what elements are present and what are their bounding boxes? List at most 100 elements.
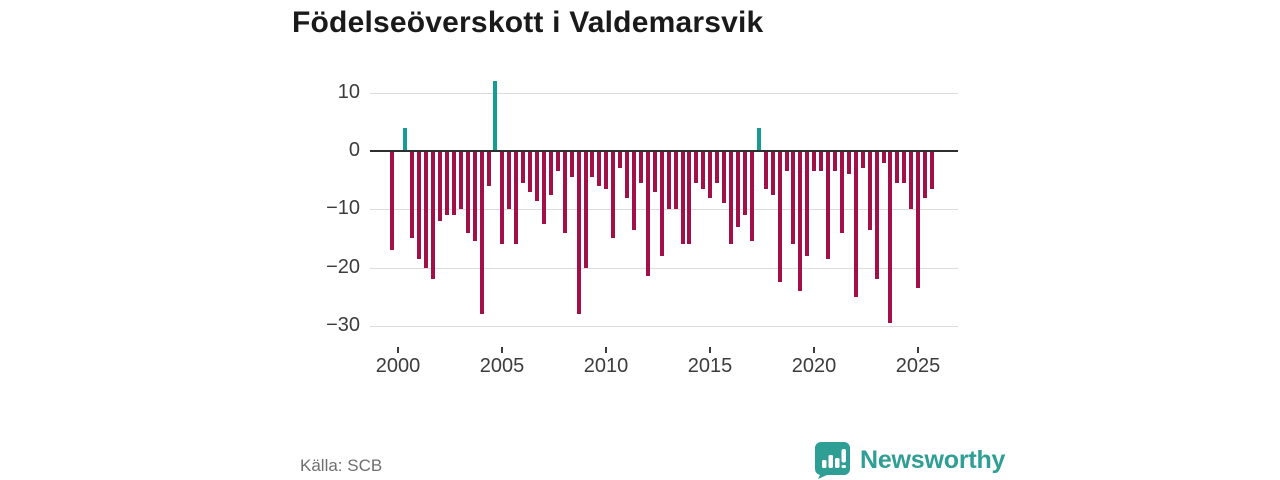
bar bbox=[909, 151, 914, 210]
bar bbox=[410, 151, 415, 239]
bar bbox=[548, 151, 553, 195]
x-tick-mark bbox=[501, 347, 503, 353]
bar bbox=[666, 151, 671, 210]
bar bbox=[763, 151, 768, 189]
bar bbox=[833, 151, 838, 172]
bar bbox=[805, 151, 810, 256]
bar bbox=[438, 151, 442, 221]
bar bbox=[597, 151, 602, 186]
bar bbox=[701, 151, 706, 189]
bar bbox=[867, 151, 872, 230]
bar bbox=[722, 151, 727, 204]
gridline bbox=[370, 92, 958, 94]
y-tick-label: −10 bbox=[326, 197, 360, 220]
x-tick-label: 2005 bbox=[479, 355, 525, 377]
bar bbox=[819, 151, 824, 172]
chart-title: Födelseöverskott i Valdemarsvik bbox=[292, 6, 764, 39]
bar bbox=[826, 151, 831, 259]
bar bbox=[715, 151, 720, 184]
bar bbox=[389, 151, 394, 251]
gridline bbox=[370, 209, 958, 211]
bar bbox=[729, 151, 734, 245]
bar bbox=[541, 151, 546, 224]
bar bbox=[451, 151, 456, 216]
plot-area bbox=[370, 80, 958, 341]
bar bbox=[500, 151, 505, 245]
y-tick-label: 0 bbox=[348, 139, 360, 161]
bar bbox=[424, 151, 429, 268]
x-tick-label: 2010 bbox=[583, 355, 629, 377]
bar bbox=[576, 151, 581, 315]
gridline bbox=[370, 267, 958, 269]
bar bbox=[812, 151, 817, 172]
x-tick-mark bbox=[813, 347, 815, 353]
bar bbox=[770, 151, 775, 195]
bar bbox=[694, 151, 699, 184]
bar bbox=[860, 151, 865, 169]
bar bbox=[403, 127, 408, 151]
bar bbox=[528, 151, 533, 192]
x-tick-mark bbox=[709, 347, 711, 353]
bar bbox=[632, 151, 637, 230]
bar bbox=[583, 151, 588, 268]
bar bbox=[458, 151, 463, 210]
bar bbox=[888, 151, 893, 323]
bar bbox=[680, 151, 685, 245]
bar bbox=[645, 151, 650, 277]
bar bbox=[472, 151, 477, 242]
bar bbox=[881, 151, 886, 163]
bar bbox=[562, 151, 567, 233]
x-tick-mark bbox=[605, 347, 607, 353]
x-tick-label: 2000 bbox=[375, 355, 421, 377]
bar bbox=[521, 151, 526, 184]
bar bbox=[923, 151, 928, 198]
bar bbox=[749, 151, 754, 242]
bar bbox=[708, 151, 713, 198]
bar bbox=[444, 151, 449, 216]
bar bbox=[479, 151, 484, 315]
x-tick-label: 2025 bbox=[895, 355, 941, 377]
brand-wordmark: Newsworthy bbox=[860, 445, 1006, 474]
bar bbox=[652, 151, 657, 192]
x-tick-label: 2020 bbox=[791, 355, 837, 377]
bar bbox=[839, 151, 844, 233]
bar bbox=[507, 151, 512, 210]
bar bbox=[604, 151, 609, 189]
newsworthy-logo-icon bbox=[814, 442, 850, 479]
bar bbox=[417, 151, 422, 259]
bar bbox=[902, 151, 907, 184]
bar bbox=[777, 151, 782, 283]
bar bbox=[687, 151, 692, 245]
bar bbox=[736, 151, 740, 227]
y-tick-label: −30 bbox=[326, 313, 360, 336]
bar bbox=[798, 151, 803, 291]
source-note: Källa: SCB bbox=[300, 456, 383, 475]
bar bbox=[514, 151, 519, 245]
bar bbox=[673, 151, 678, 210]
y-tick-label: −20 bbox=[326, 255, 360, 278]
bar bbox=[625, 151, 630, 198]
bar bbox=[465, 151, 470, 233]
bar bbox=[431, 151, 436, 280]
bar bbox=[555, 151, 560, 172]
bar bbox=[493, 81, 498, 151]
bar bbox=[916, 151, 921, 288]
bar bbox=[874, 151, 879, 280]
bar bbox=[930, 151, 935, 189]
bar bbox=[756, 127, 761, 151]
bar bbox=[618, 151, 623, 169]
y-tick-label: 10 bbox=[337, 80, 360, 103]
bar bbox=[784, 151, 789, 172]
x-tick-mark bbox=[397, 347, 399, 353]
bar bbox=[638, 151, 643, 184]
bar bbox=[569, 151, 574, 178]
bar bbox=[791, 151, 796, 245]
gridline bbox=[370, 325, 958, 327]
zero-axis-line bbox=[370, 150, 958, 152]
x-tick-mark bbox=[917, 347, 919, 353]
x-tick-label: 2015 bbox=[687, 355, 733, 377]
bar bbox=[590, 151, 595, 178]
bar bbox=[853, 151, 858, 297]
brand-footer: Newsworthy bbox=[814, 441, 1005, 479]
